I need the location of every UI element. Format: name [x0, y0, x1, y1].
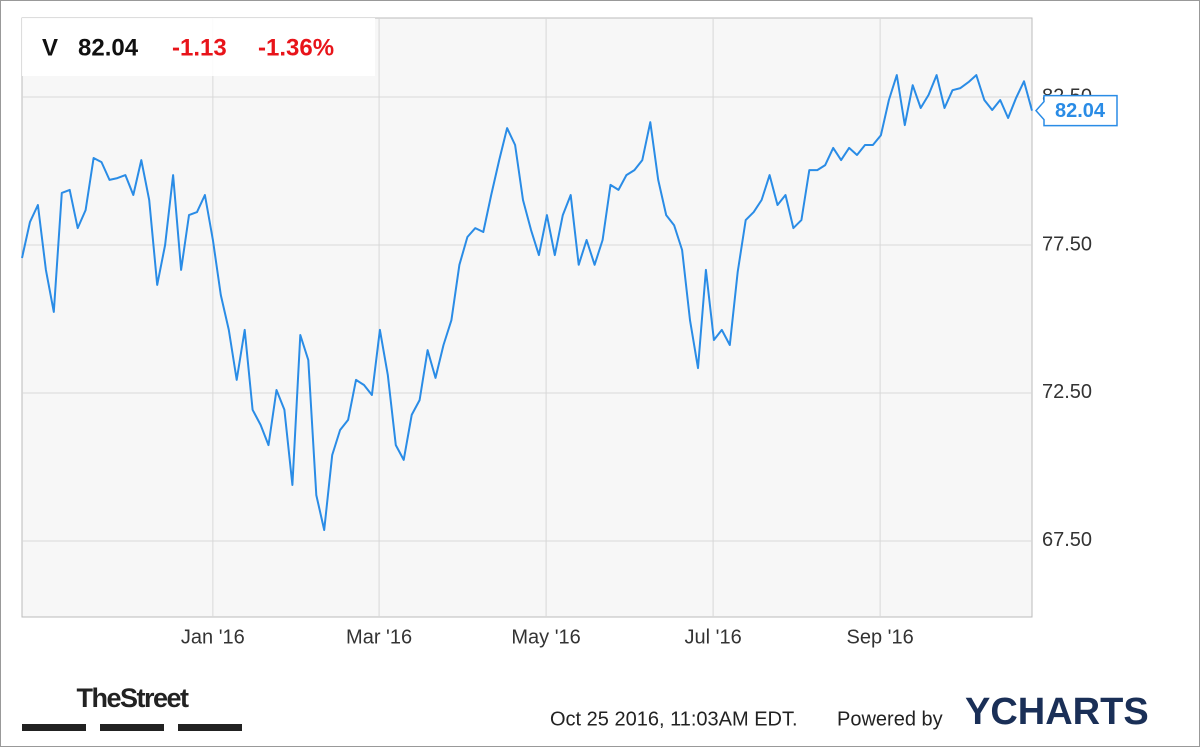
- y-tick-label: 72.50: [1042, 381, 1092, 403]
- x-tick-label: May '16: [511, 626, 580, 648]
- x-tick-label: Jul '16: [685, 626, 742, 648]
- y-tick-label: 77.50: [1042, 233, 1092, 255]
- brand-bar: [100, 724, 164, 731]
- price-line: [21, 74, 1033, 531]
- price: 82.04: [78, 34, 139, 61]
- y-tick-label: 67.50: [1042, 529, 1092, 551]
- timestamp: Oct 25 2016, 11:03AM EDT.: [550, 708, 798, 730]
- brand: TheStreet: [76, 683, 189, 713]
- brand-bar: [22, 724, 86, 731]
- last-value-callout: [1034, 94, 1118, 127]
- change: -1.13: [172, 34, 227, 61]
- brand-bar: [178, 724, 242, 731]
- ycharts-logo: YCHARTS: [965, 691, 1149, 733]
- change-percent: -1.36%: [258, 34, 334, 61]
- x-tick-label: Sep '16: [846, 626, 913, 648]
- symbol: V: [42, 34, 58, 61]
- x-tick-label: Mar '16: [346, 626, 412, 648]
- header-box: [22, 18, 375, 76]
- powered-by: Powered by: [837, 708, 943, 730]
- x-tick-label: Jan '16: [181, 626, 245, 648]
- plot-area: [21, 17, 1033, 618]
- last-value-label: 82.04: [1055, 100, 1106, 122]
